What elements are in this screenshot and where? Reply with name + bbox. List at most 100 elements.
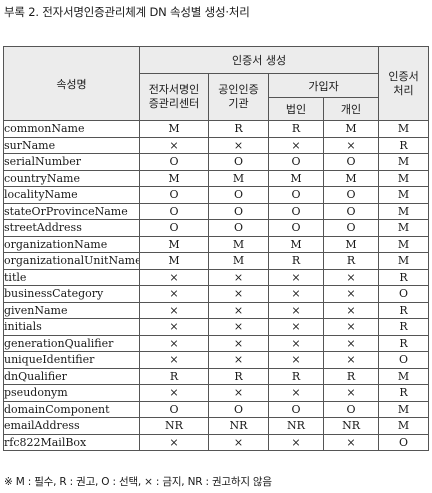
table-row: emailAddress NR NR NR NR M (3, 417, 430, 435)
value-cell: × (322, 384, 380, 402)
attribute-name-cell: surName (3, 136, 140, 154)
value-cell: M (139, 252, 209, 270)
value-cell: M (378, 367, 430, 385)
attribute-name-cell: initials (3, 318, 140, 336)
value-cell: × (139, 301, 209, 319)
value-cell: × (139, 384, 209, 402)
value-cell: O (322, 202, 380, 220)
table-row: initials × × × × R (3, 318, 430, 336)
value-cell: × (322, 318, 380, 336)
value-cell: M (378, 120, 430, 138)
attribute-name-cell: streetAddress (3, 219, 140, 237)
value-cell: O (139, 153, 209, 171)
value-cell: M (268, 235, 324, 253)
value-cell: R (322, 252, 380, 270)
value-cell: O (322, 219, 380, 237)
table-row: localityName O O O O M (3, 186, 430, 204)
attribute-name-cell: dnQualifier (3, 367, 140, 385)
attribute-name-cell: uniqueIdentifier (3, 351, 140, 369)
header-individual: 개인 (322, 97, 380, 121)
value-cell: M (139, 235, 209, 253)
value-cell: × (322, 268, 380, 286)
value-cell: NR (322, 417, 380, 435)
value-cell: R (268, 120, 324, 138)
value-cell: M (378, 219, 430, 237)
value-cell: × (268, 268, 324, 286)
value-cell: NR (139, 417, 209, 435)
value-cell: × (268, 384, 324, 402)
table-row: uniqueIdentifier × × × × O (3, 351, 430, 369)
value-cell: M (378, 169, 430, 187)
header-subscriber: 가입자 (267, 73, 380, 98)
value-cell: × (139, 334, 209, 352)
value-cell: × (208, 301, 269, 319)
value-cell: × (208, 318, 269, 336)
value-cell: O (378, 433, 430, 451)
header-cert-processing: 인증서 처리 (378, 46, 430, 121)
attribute-name-cell: businessCategory (3, 285, 140, 303)
value-cell: R (378, 268, 430, 286)
value-cell: M (208, 169, 269, 187)
table-caption: 부록 2. 전자서명인증관리체계 DN 속성별 생성·처리 (4, 5, 250, 19)
value-cell: O (268, 400, 324, 418)
value-cell: × (268, 285, 324, 303)
table-row: commonName M R R M M (3, 120, 430, 138)
attribute-name-cell: countryName (3, 169, 140, 187)
value-cell: × (208, 433, 269, 451)
value-cell: R (268, 367, 324, 385)
table-row: surName × × × × R (3, 136, 430, 154)
value-cell: M (378, 417, 430, 435)
value-cell: M (208, 235, 269, 253)
value-cell: O (139, 400, 209, 418)
attribute-name-cell: stateOrProvinceName (3, 202, 140, 220)
attribute-name-cell: pseudonym (3, 384, 140, 402)
value-cell: × (268, 351, 324, 369)
value-cell: M (322, 120, 380, 138)
table-row: generationQualifier × × × × R (3, 334, 430, 352)
value-cell: O (322, 186, 380, 204)
attribute-name-cell: commonName (3, 120, 140, 138)
value-cell: M (378, 252, 430, 270)
value-cell: × (322, 285, 380, 303)
value-cell: O (378, 285, 430, 303)
value-cell: × (139, 351, 209, 369)
value-cell: M (378, 400, 430, 418)
value-cell: × (208, 334, 269, 352)
value-cell: × (139, 268, 209, 286)
header-cert-creation: 인증서 생성 (138, 46, 380, 74)
value-cell: × (208, 268, 269, 286)
header-attr-name: 속성명 (3, 46, 140, 121)
value-cell: × (208, 285, 269, 303)
value-cell: O (208, 202, 269, 220)
header-accredited-ca: 공인인증 기관 (208, 73, 269, 121)
value-cell: M (378, 235, 430, 253)
attribute-name-cell: serialNumber (3, 153, 140, 171)
value-cell: R (378, 136, 430, 154)
header-root-ca: 전자서명인 증관리센터 (139, 73, 209, 121)
value-cell: M (378, 153, 430, 171)
value-cell: R (378, 384, 430, 402)
value-cell: × (208, 351, 269, 369)
table-row: countryName M M M M M (3, 169, 430, 187)
value-cell: O (139, 219, 209, 237)
value-cell: × (208, 384, 269, 402)
value-cell: M (378, 202, 430, 220)
value-cell: M (139, 120, 209, 138)
value-cell: R (322, 367, 380, 385)
attribute-name-cell: localityName (3, 186, 140, 204)
value-cell: R (378, 318, 430, 336)
attribute-name-cell: rfc822MailBox (3, 433, 140, 451)
value-cell: M (322, 169, 380, 187)
table-row: domainComponent O O O O M (3, 400, 430, 418)
value-cell: R (378, 301, 430, 319)
table-row: dnQualifier R R R R M (3, 367, 430, 385)
value-cell: R (378, 334, 430, 352)
attribute-name-cell: title (3, 268, 140, 286)
value-cell: O (268, 153, 324, 171)
value-cell: × (268, 136, 324, 154)
value-cell: O (208, 186, 269, 204)
value-cell: × (268, 334, 324, 352)
value-cell: × (322, 433, 380, 451)
table-row: organizationalUnitName M M R R M (3, 252, 430, 270)
value-cell: O (268, 186, 324, 204)
